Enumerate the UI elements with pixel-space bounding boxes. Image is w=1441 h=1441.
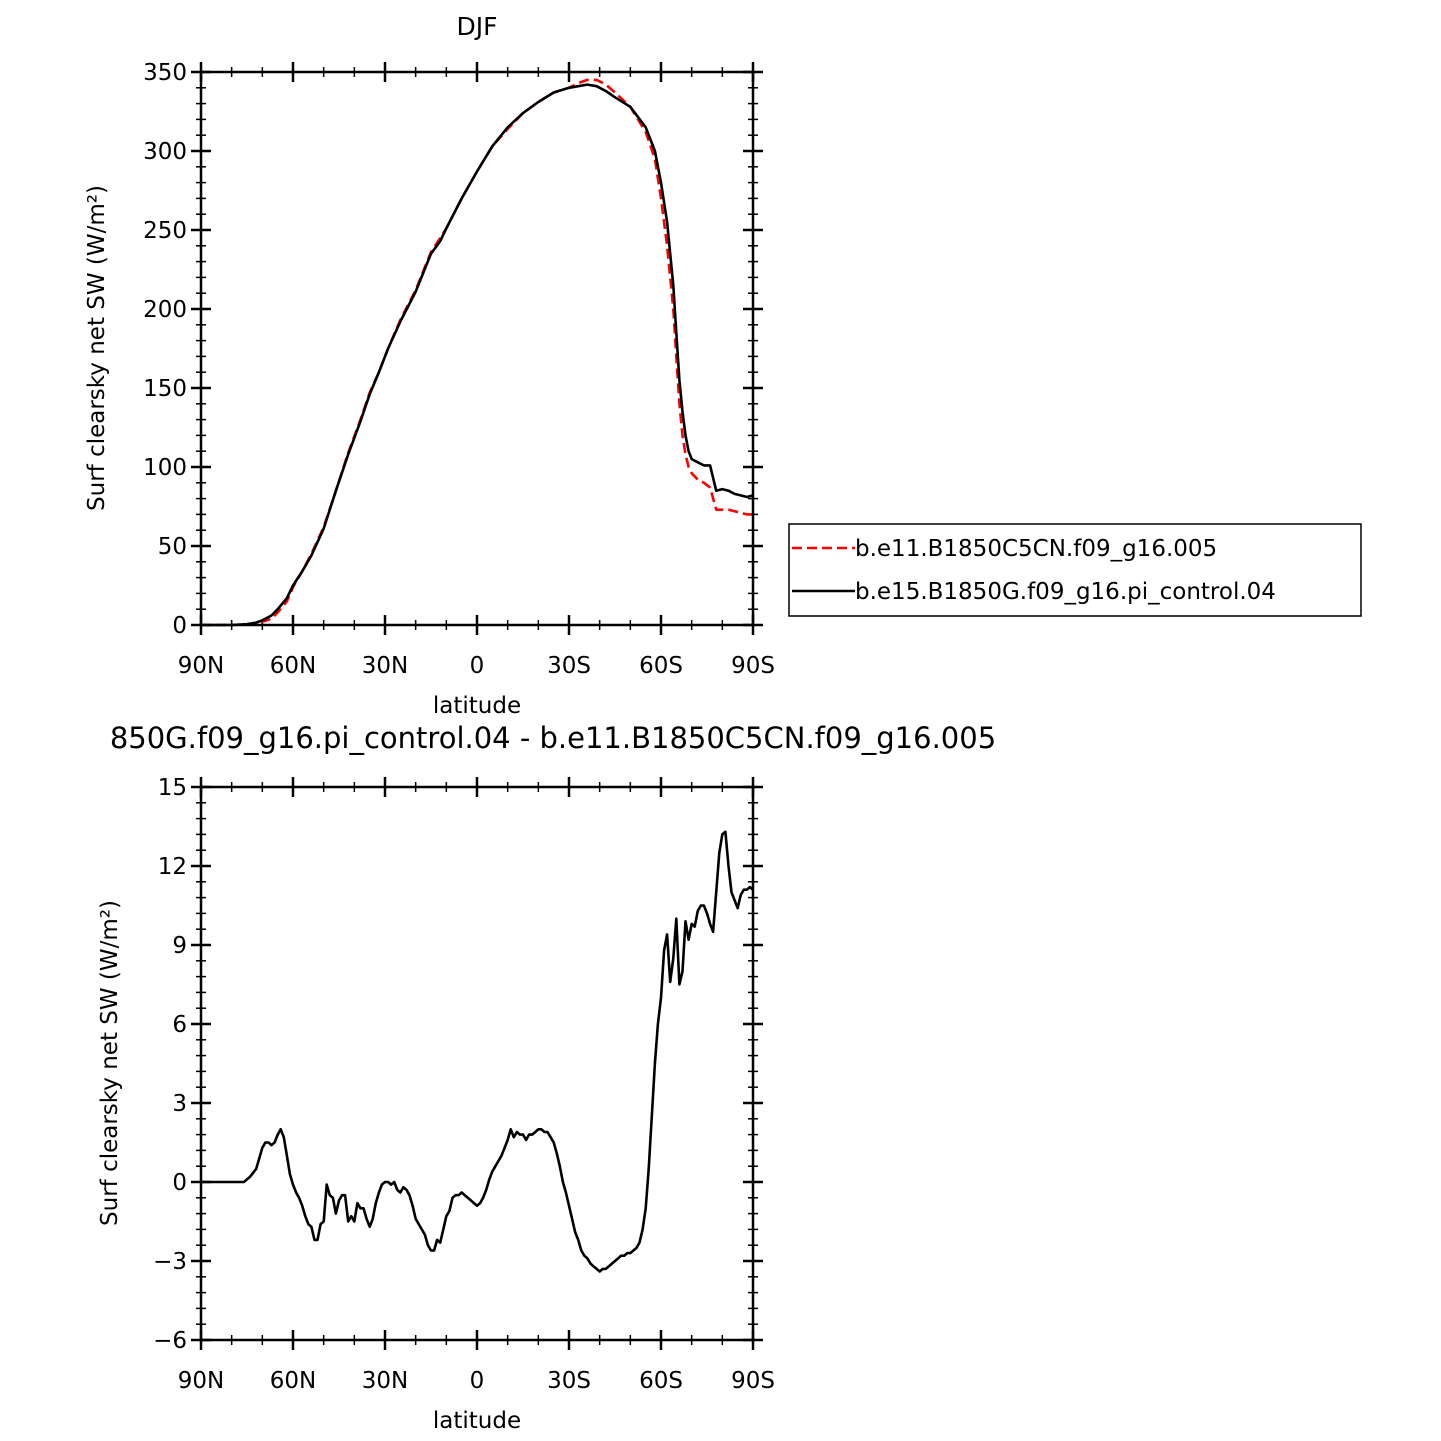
top-x-tick-label: 60S <box>639 653 683 679</box>
top-y-tick-label: 50 <box>158 534 187 560</box>
legend-box <box>788 523 1362 617</box>
top-y-tick-label: 300 <box>143 139 187 165</box>
bottom-title: 850G.f09_g16.pi_control.04 - b.e11.B1850… <box>110 721 996 755</box>
bottom-series-line-1 <box>201 830 754 1273</box>
top-plot-frame <box>199 70 755 627</box>
bottom-x-tick-label: 60S <box>639 1368 683 1394</box>
top-title: DJF <box>456 12 497 41</box>
top-y-tick-label: 150 <box>143 376 187 402</box>
top-y-tick-label: 0 <box>172 613 187 639</box>
bottom-y-tick-label: 9 <box>172 933 187 959</box>
top-y-axis-label: Surf clearsky net SW (W/m²) <box>84 185 110 511</box>
top-y-tick-label: 100 <box>143 455 187 481</box>
bottom-plot-frame <box>199 785 755 1342</box>
top-x-tick-label: 90S <box>731 653 775 679</box>
bottom-x-tick-label: 60N <box>270 1368 316 1394</box>
bottom-panel: 850G.f09_g16.pi_control.04 - b.e11.B1850… <box>97 721 996 1434</box>
bottom-x-tick-label: 30S <box>547 1368 591 1394</box>
top-y-tick-label: 350 <box>143 60 187 86</box>
top-x-tick-label: 30N <box>362 653 408 679</box>
bottom-y-tick-label: 12 <box>158 854 187 880</box>
top-y-tick-label: 250 <box>143 218 187 244</box>
top-x-tick-label: 0 <box>470 653 485 679</box>
top-x-tick-label: 60N <box>270 653 316 679</box>
bottom-series-lines <box>201 830 754 1273</box>
bottom-x-tick-label: 90N <box>178 1368 224 1394</box>
bottom-x-tick-label: 0 <box>470 1368 485 1394</box>
top-x-tick-label: 30S <box>547 653 591 679</box>
bottom-x-tick-label: 90S <box>731 1368 775 1394</box>
bottom-y-tick-label: 6 <box>172 1012 187 1038</box>
top-series-line-2 <box>201 83 754 627</box>
top-panel: DJF 0 50 100 150 200 250 300 350 90N 60N 30N 0 30S 60… <box>84 12 775 719</box>
bottom-y-tick-label: 0 <box>172 1170 187 1196</box>
top-axis-ticks: 0 50 100 150 200 250 300 350 90N 60N 30N 0 30S 60S 90S <box>143 60 775 679</box>
bottom-axis-ticks: −6 −3 0 3 6 9 12 15 90N 60N 30N 0 30S 60S 90S <box>153 775 775 1394</box>
legend-entry-1: b.e11.B1850C5CN.f09_g16.005 <box>855 536 1217 562</box>
bottom-x-axis-label: latitude <box>433 1408 521 1434</box>
top-series-lines <box>201 78 754 627</box>
top-x-axis-label: latitude <box>433 693 521 719</box>
bottom-x-tick-label: 30N <box>362 1368 408 1394</box>
bottom-y-axis-label: Surf clearsky net SW (W/m²) <box>97 900 123 1226</box>
top-x-tick-label: 90N <box>178 653 224 679</box>
top-y-tick-label: 200 <box>143 297 187 323</box>
bottom-y-tick-label: 15 <box>158 775 187 801</box>
legend-entry-2: b.e15.B1850G.f09_g16.pi_control.04 <box>855 579 1276 605</box>
top-series-line-1 <box>201 78 753 627</box>
bottom-y-tick-label: −6 <box>153 1328 187 1354</box>
legend: b.e11.B1850C5CN.f09_g16.005 b.e15.B1850G… <box>788 523 1362 617</box>
bottom-y-tick-label: 3 <box>172 1091 187 1117</box>
bottom-y-tick-label: −3 <box>153 1249 187 1275</box>
